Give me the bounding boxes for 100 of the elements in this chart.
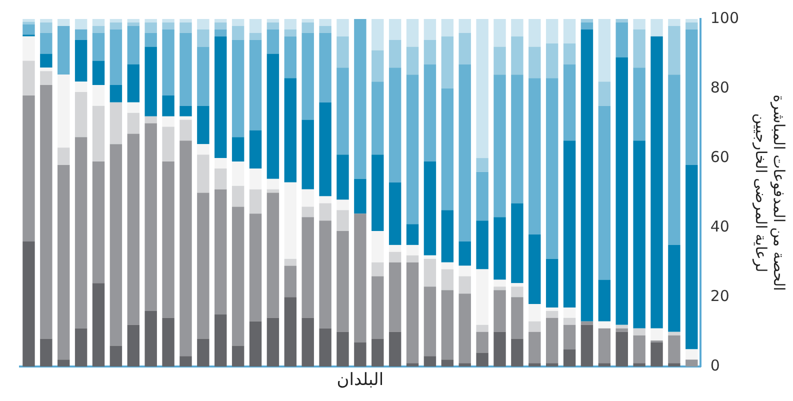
bar: [249, 40, 262, 130]
bar: [180, 120, 192, 141]
bar: [511, 19, 524, 36]
bar: [668, 335, 680, 364]
bar: [162, 95, 174, 116]
bar: [284, 182, 297, 259]
bar: [58, 74, 70, 148]
bar: [336, 36, 349, 68]
bar: [563, 64, 576, 141]
y-tick-label: 20: [710, 286, 730, 305]
bar: [476, 324, 488, 332]
bar: [92, 106, 105, 162]
bar: [74, 137, 88, 328]
bar: [266, 54, 280, 179]
bar: [616, 328, 628, 332]
bar: [144, 22, 157, 33]
bar: [388, 332, 402, 367]
y-tick-label: 60: [710, 148, 730, 166]
bar: [284, 266, 297, 298]
bar: [319, 220, 332, 328]
bar: [232, 26, 244, 40]
bar: [58, 19, 70, 26]
bar: [668, 74, 680, 245]
bar: [40, 22, 52, 33]
bar: [284, 78, 297, 182]
bar: [249, 214, 262, 322]
bar: [406, 244, 419, 256]
bar: [441, 262, 454, 270]
bar: [476, 332, 488, 353]
bar: [546, 310, 558, 318]
bar: [494, 217, 506, 280]
bar: [598, 106, 611, 280]
bar: [302, 189, 314, 207]
bar: [633, 328, 646, 336]
bar: [214, 29, 227, 36]
bar: [633, 140, 646, 328]
bar: [336, 154, 349, 200]
bar: [424, 255, 436, 259]
bar: [266, 29, 280, 54]
bar: [668, 26, 680, 75]
bar: [563, 324, 576, 350]
bar: [424, 162, 436, 256]
bar: [354, 342, 366, 367]
bar: [388, 19, 402, 40]
y-tick-label: 40: [710, 217, 730, 236]
bar: [580, 324, 594, 367]
bar: [180, 106, 192, 116]
bar: [127, 324, 140, 367]
bar: [458, 64, 471, 242]
bar: [511, 74, 524, 204]
bar: [546, 258, 558, 308]
bar: [494, 280, 506, 287]
bar: [249, 32, 262, 40]
bar: [650, 19, 663, 36]
bar: [74, 82, 88, 92]
bar: [546, 43, 558, 78]
bar: [616, 332, 628, 367]
bar: [511, 36, 524, 75]
bar: [110, 22, 122, 30]
bar: [388, 244, 402, 252]
bar: [633, 19, 646, 30]
bar: [232, 206, 244, 346]
bar: [144, 310, 157, 367]
bar: [511, 286, 524, 298]
bar: [22, 19, 35, 22]
bar: [110, 29, 122, 86]
bar: [40, 71, 52, 86]
bar: [424, 19, 436, 40]
y-tick-label: 80: [710, 78, 730, 96]
bar: [476, 158, 488, 172]
bar: [598, 280, 611, 322]
bar: [232, 40, 244, 138]
bar: [232, 162, 244, 186]
bar: [546, 363, 558, 367]
bar: [162, 126, 174, 162]
bar: [266, 19, 280, 22]
bar: [74, 328, 88, 367]
bar: [336, 68, 349, 155]
bar: [668, 244, 680, 332]
bar: [180, 356, 192, 367]
y-axis-title: الحصة من المدفوعات المباشرة لرعاية المرضى الخارجيين: [752, 94, 788, 291]
bar: [650, 328, 663, 341]
bar: [511, 297, 524, 339]
bar: [372, 276, 384, 339]
bar: [214, 158, 227, 168]
bar: [214, 22, 227, 30]
bar: [162, 22, 174, 30]
bar: [127, 112, 140, 134]
bar: [668, 332, 680, 336]
bar: [476, 352, 488, 367]
bar: [406, 46, 419, 75]
bar: [563, 318, 576, 325]
bar: [180, 22, 192, 33]
bar: [319, 26, 332, 33]
bar: [686, 360, 698, 367]
bar: [546, 308, 558, 311]
y-tick-label: 0: [710, 356, 720, 374]
bar: [110, 85, 122, 102]
bar: [511, 283, 524, 287]
bar: [144, 19, 157, 22]
